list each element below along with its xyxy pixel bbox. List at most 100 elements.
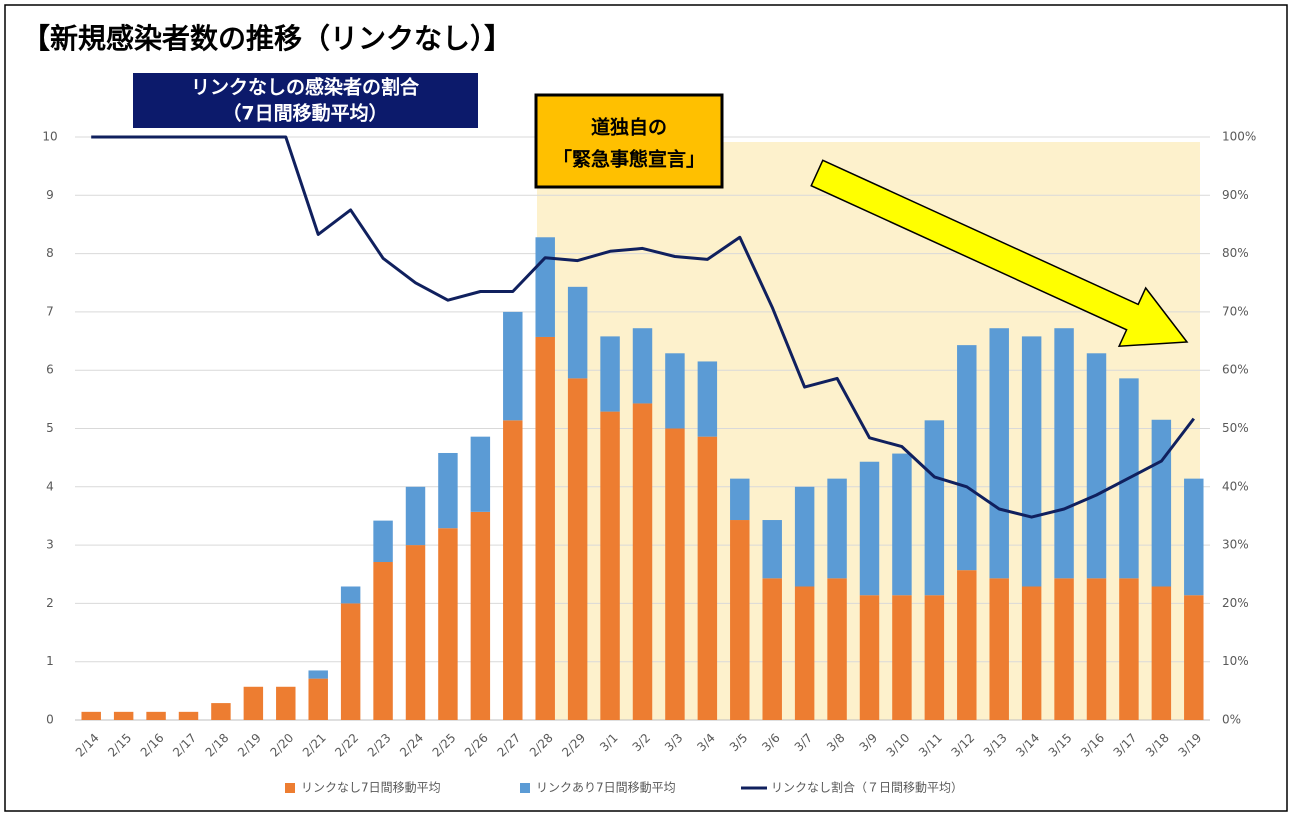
bar-segment (989, 328, 1009, 579)
bar-segment (1054, 328, 1074, 579)
bar-segment (1086, 353, 1107, 579)
bar-segment (892, 453, 912, 596)
annotation: リンクなしの感染者の割合 (191, 76, 420, 99)
y2-tick-label: 50% (1222, 421, 1249, 435)
y2-tick-label: 0% (1222, 713, 1241, 727)
bar-segment (567, 286, 588, 379)
bar-segment (146, 711, 166, 720)
bar-segment (1086, 578, 1107, 720)
y-tick-label: 0 (46, 713, 54, 727)
bar-segment (632, 403, 653, 720)
bar-segment (1184, 595, 1204, 720)
y2-tick-label: 30% (1222, 538, 1249, 552)
bar-segment (600, 411, 620, 720)
bar-segment (730, 478, 750, 521)
bar-segment (697, 436, 718, 720)
annotation-box (534, 93, 724, 189)
bar-segment (308, 678, 328, 720)
bar-segment (308, 670, 328, 679)
bar-segment (827, 478, 847, 579)
annotation: （7日間移動平均） (222, 102, 387, 125)
y2-tick-label: 10% (1222, 654, 1249, 668)
y-tick-label: 6 (46, 363, 54, 377)
y2-tick-label: 40% (1222, 479, 1249, 493)
legend-swatch (285, 783, 295, 793)
bar-segment (1151, 419, 1172, 587)
bar-segment (632, 328, 653, 404)
bar-segment (503, 420, 523, 720)
y-tick-label: 4 (46, 479, 54, 493)
bar-segment (697, 361, 718, 437)
bar-segment (340, 603, 361, 720)
y2-tick-label: 90% (1222, 188, 1249, 202)
bar-segment (113, 711, 134, 720)
bar-segment (762, 578, 782, 720)
annotation: 道独自の (591, 116, 667, 139)
line-series (91, 135, 1195, 519)
bar-segment (957, 345, 977, 571)
bar-segment (276, 686, 296, 720)
y-tick-label: 9 (46, 188, 54, 202)
bar-segment (762, 520, 782, 579)
y-tick-label: 10 (42, 130, 57, 144)
bar-segment (405, 486, 426, 546)
bar-segment (957, 570, 977, 720)
y2-tick-label: 100% (1222, 130, 1256, 144)
bar-segment (1021, 336, 1042, 587)
annotation: 「緊急事態宣言」 (553, 148, 705, 171)
y-tick-label: 5 (46, 421, 54, 435)
bar-segment (470, 511, 491, 720)
trend-arrow (810, 159, 1189, 348)
bar-segment (470, 436, 491, 512)
bar-segment (567, 378, 588, 720)
y-tick-label: 3 (46, 538, 54, 552)
bar-segment (827, 578, 847, 720)
bar-segment (1119, 578, 1139, 720)
bar-segment (535, 336, 555, 720)
bar-segment (924, 595, 945, 720)
bar-segment (1184, 478, 1204, 596)
bar-segment (665, 353, 685, 429)
y-tick-label: 1 (46, 654, 54, 668)
bar-segment (730, 520, 750, 720)
chart-title: 【新規感染者数の推移（リンクなし）】 (22, 22, 512, 55)
bar-segment (438, 528, 458, 720)
bar-segment (535, 237, 555, 337)
bar-segment (794, 586, 815, 720)
legend-label: リンクなし割合（７日間移動平均） (771, 780, 963, 795)
legend-label: リンクあり7日間移動平均 (536, 781, 676, 795)
bar-segment (503, 311, 523, 421)
legend-swatch (520, 783, 530, 793)
annotation-box (133, 73, 478, 128)
bar-segment (1151, 586, 1172, 720)
bar-segment (81, 711, 101, 720)
bar-segment (1021, 586, 1042, 720)
y-tick-label: 2 (46, 596, 54, 610)
y-tick-label: 8 (46, 246, 54, 260)
bar-segment (243, 686, 264, 720)
bar-segment (211, 703, 231, 720)
y-tick-label: 7 (46, 304, 54, 318)
y2-tick-label: 20% (1222, 596, 1249, 610)
legend-label: リンクなし7日間移動平均 (301, 781, 441, 795)
bar-segment (924, 420, 945, 596)
bar-segment (1054, 578, 1074, 720)
bar-segment (794, 486, 815, 587)
bar-segment (600, 336, 620, 412)
bar-segment (178, 711, 199, 720)
y2-tick-label: 80% (1222, 246, 1249, 260)
bar-segment (373, 562, 393, 720)
bar-segment (405, 545, 426, 720)
y2-tick-label: 70% (1222, 304, 1249, 318)
y2-tick-label: 60% (1222, 363, 1249, 377)
bar-segment (989, 578, 1009, 720)
bar-segment (892, 595, 912, 720)
bar-segment (665, 428, 685, 720)
bar-segment (373, 520, 393, 563)
bar-segment (438, 452, 458, 529)
bar-segment (340, 586, 361, 604)
bar-segment (859, 461, 880, 596)
bar-segment (859, 595, 880, 720)
